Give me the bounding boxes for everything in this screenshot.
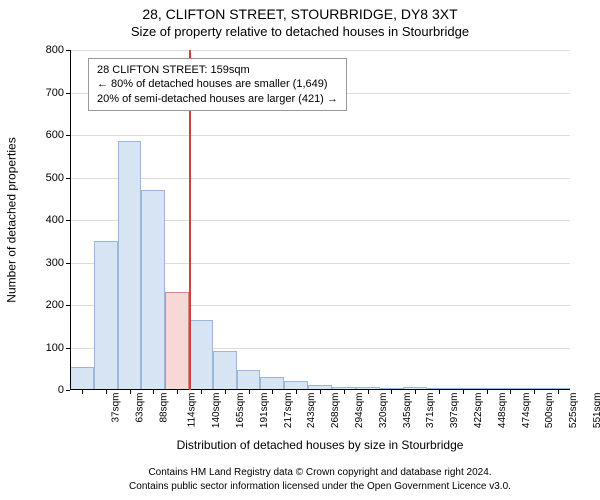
y-tick-mark	[66, 305, 70, 306]
x-tick-label: 500sqm	[545, 393, 556, 429]
x-tick-mark	[415, 390, 416, 394]
histogram-bar	[94, 241, 118, 390]
grid-line	[70, 178, 570, 179]
plot-area: 28 CLIFTON STREET: 159sqm ← 80% of detac…	[70, 50, 570, 390]
annotation-line1: 28 CLIFTON STREET: 159sqm	[97, 63, 338, 77]
x-tick-label: 371sqm	[426, 393, 437, 429]
grid-line	[70, 135, 570, 136]
y-tick-mark	[66, 178, 70, 179]
x-axis-label: Distribution of detached houses by size …	[70, 438, 570, 452]
x-tick-mark	[487, 390, 488, 394]
x-tick-mark	[368, 390, 369, 394]
x-tick-label: 165sqm	[235, 393, 246, 429]
x-tick-mark	[510, 390, 511, 394]
y-tick-label: 100	[24, 342, 64, 354]
x-tick-mark	[82, 390, 83, 394]
x-tick-mark	[344, 390, 345, 394]
chart-title: 28, CLIFTON STREET, STOURBRIDGE, DY8 3XT	[0, 6, 600, 22]
x-tick-label: 294sqm	[354, 393, 365, 429]
x-tick-mark	[439, 390, 440, 394]
property-histogram-chart: 28, CLIFTON STREET, STOURBRIDGE, DY8 3XT…	[0, 0, 600, 500]
x-tick-label: 63sqm	[134, 393, 145, 423]
x-tick-mark	[272, 390, 273, 394]
y-tick-label: 600	[24, 129, 64, 141]
x-tick-label: 37sqm	[110, 393, 121, 423]
x-tick-mark	[534, 390, 535, 394]
y-tick-mark	[66, 220, 70, 221]
x-tick-label: 345sqm	[402, 393, 413, 429]
x-tick-label: 268sqm	[330, 393, 341, 429]
x-tick-mark	[558, 390, 559, 394]
y-tick-mark	[66, 93, 70, 94]
x-tick-label: 243sqm	[306, 393, 317, 429]
y-tick-label: 700	[24, 87, 64, 99]
y-tick-label: 500	[24, 172, 64, 184]
x-tick-label: 88sqm	[158, 393, 169, 423]
x-tick-mark	[225, 390, 226, 394]
histogram-bar	[213, 351, 237, 390]
histogram-bar	[70, 367, 94, 390]
x-tick-mark	[320, 390, 321, 394]
x-tick-mark	[463, 390, 464, 394]
x-tick-mark	[106, 390, 107, 394]
y-axis-line	[70, 50, 71, 390]
footer-copyright: Contains HM Land Registry data © Crown c…	[70, 467, 570, 478]
x-tick-label: 217sqm	[283, 393, 294, 429]
y-tick-mark	[66, 390, 70, 391]
grid-line	[70, 50, 570, 51]
histogram-bar-highlighted	[165, 292, 189, 390]
x-tick-label: 525sqm	[568, 393, 579, 429]
histogram-bar	[141, 190, 165, 390]
y-tick-label: 200	[24, 299, 64, 311]
x-tick-mark	[201, 390, 202, 394]
y-tick-label: 0	[24, 384, 64, 396]
footer-licence: Contains public sector information licen…	[70, 481, 570, 492]
x-tick-mark	[296, 390, 297, 394]
y-axis-label: Number of detached properties	[2, 50, 22, 390]
x-tick-label: 140sqm	[211, 393, 222, 429]
histogram-bar	[189, 320, 213, 390]
x-tick-label: 397sqm	[449, 393, 460, 429]
y-tick-mark	[66, 348, 70, 349]
y-tick-label: 300	[24, 257, 64, 269]
x-tick-mark	[391, 390, 392, 394]
x-tick-label: 551sqm	[592, 393, 600, 429]
x-tick-label: 422sqm	[473, 393, 484, 429]
annotation-line3: 20% of semi-detached houses are larger (…	[97, 92, 338, 106]
y-tick-mark	[66, 135, 70, 136]
y-tick-label: 800	[24, 44, 64, 56]
x-tick-mark	[153, 390, 154, 394]
annotation-line2: ← 80% of detached houses are smaller (1,…	[97, 77, 338, 91]
x-tick-label: 474sqm	[521, 393, 532, 429]
x-tick-mark	[177, 390, 178, 394]
annotation-box: 28 CLIFTON STREET: 159sqm ← 80% of detac…	[88, 58, 347, 111]
histogram-bar	[118, 141, 142, 390]
y-tick-mark	[66, 50, 70, 51]
x-tick-mark	[249, 390, 250, 394]
x-tick-mark	[130, 390, 131, 394]
y-tick-label: 400	[24, 214, 64, 226]
chart-subtitle: Size of property relative to detached ho…	[0, 24, 600, 39]
x-tick-label: 448sqm	[497, 393, 508, 429]
x-tick-label: 320sqm	[378, 393, 389, 429]
histogram-bar	[237, 370, 261, 390]
x-tick-label: 191sqm	[259, 393, 270, 429]
x-tick-label: 114sqm	[187, 393, 198, 428]
y-tick-mark	[66, 263, 70, 264]
